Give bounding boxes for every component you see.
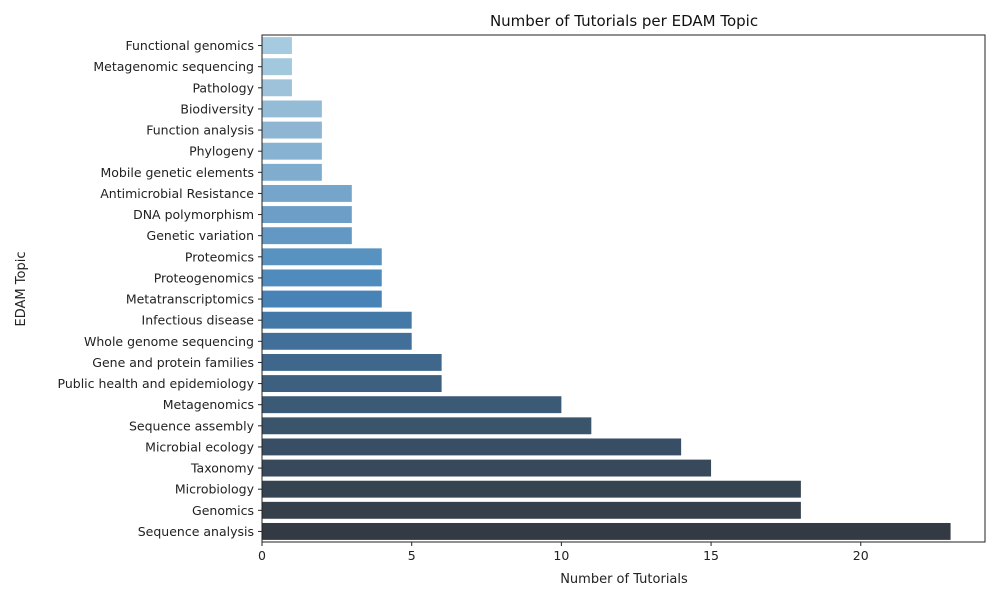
- y-tick-label: Metagenomic sequencing: [93, 59, 254, 74]
- y-tick-label: Microbial ecology: [145, 439, 254, 454]
- y-tick-label: Antimicrobial Resistance: [100, 186, 254, 201]
- x-tick-label: 10: [553, 548, 569, 563]
- y-tick-label: Mobile genetic elements: [101, 165, 255, 180]
- x-tick-label: 0: [258, 548, 266, 563]
- bar: [262, 163, 322, 181]
- y-tick-label: Whole genome sequencing: [84, 334, 254, 349]
- y-tick-label: Proteomics: [185, 249, 254, 264]
- y-tick-label: Infectious disease: [142, 313, 255, 328]
- bar: [262, 480, 801, 498]
- y-tick-label: Metagenomics: [163, 397, 254, 412]
- bar: [262, 353, 442, 371]
- bar: [262, 522, 951, 540]
- bar: [262, 459, 712, 477]
- bar: [262, 206, 352, 224]
- y-tick-label: Proteogenomics: [154, 270, 254, 285]
- y-tick-label: Metatranscriptomics: [126, 292, 254, 307]
- bar: [262, 396, 562, 414]
- bar: [262, 184, 352, 202]
- x-tick-label: 20: [853, 548, 869, 563]
- bar: [262, 100, 322, 118]
- bar: [262, 79, 292, 97]
- y-tick-label: Function analysis: [146, 123, 254, 138]
- bar: [262, 269, 382, 287]
- bar: [262, 501, 801, 519]
- x-tick-label: 5: [408, 548, 416, 563]
- y-tick-label: Taxonomy: [190, 461, 255, 476]
- y-axis-title: EDAM Topic: [14, 252, 29, 327]
- bar: [262, 248, 382, 266]
- y-tick-label: Genetic variation: [147, 228, 254, 243]
- bars: [262, 37, 951, 540]
- y-tick-label: Sequence analysis: [138, 524, 254, 539]
- bar: [262, 290, 382, 308]
- y-tick-label: Sequence assembly: [129, 418, 255, 433]
- bar: [262, 375, 442, 393]
- y-tick-label: Phylogeny: [189, 144, 255, 159]
- bar: [262, 142, 322, 160]
- bar: [262, 332, 412, 350]
- y-tick-label: Gene and protein families: [92, 355, 254, 370]
- bar: [262, 417, 592, 435]
- x-tick-label: 15: [703, 548, 719, 563]
- y-tick-label: Genomics: [192, 503, 254, 518]
- bar: [262, 311, 412, 329]
- axes-border: [261, 34, 986, 543]
- bar: [262, 438, 682, 456]
- x-axis-title: Number of Tutorials: [560, 572, 688, 587]
- y-tick-label: Functional genomics: [125, 38, 254, 53]
- bar: [262, 37, 292, 55]
- y-tick-label: Public health and epidemiology: [58, 376, 255, 391]
- chart-title: Number of Tutorials per EDAM Topic: [490, 12, 758, 30]
- x-ticks: 0 5 10 15 20: [258, 542, 869, 563]
- y-tick-label: DNA polymorphism: [133, 207, 254, 222]
- y-tick-label: Pathology: [192, 80, 254, 95]
- bar: [262, 121, 322, 139]
- bar: [262, 58, 292, 76]
- y-tick-labels: Functional genomics Metagenomic sequencin…: [58, 38, 262, 539]
- y-tick-label: Biodiversity: [180, 101, 254, 116]
- y-tick-label: Microbiology: [175, 482, 255, 497]
- plot-frame: [261, 34, 986, 543]
- bar: [262, 227, 352, 245]
